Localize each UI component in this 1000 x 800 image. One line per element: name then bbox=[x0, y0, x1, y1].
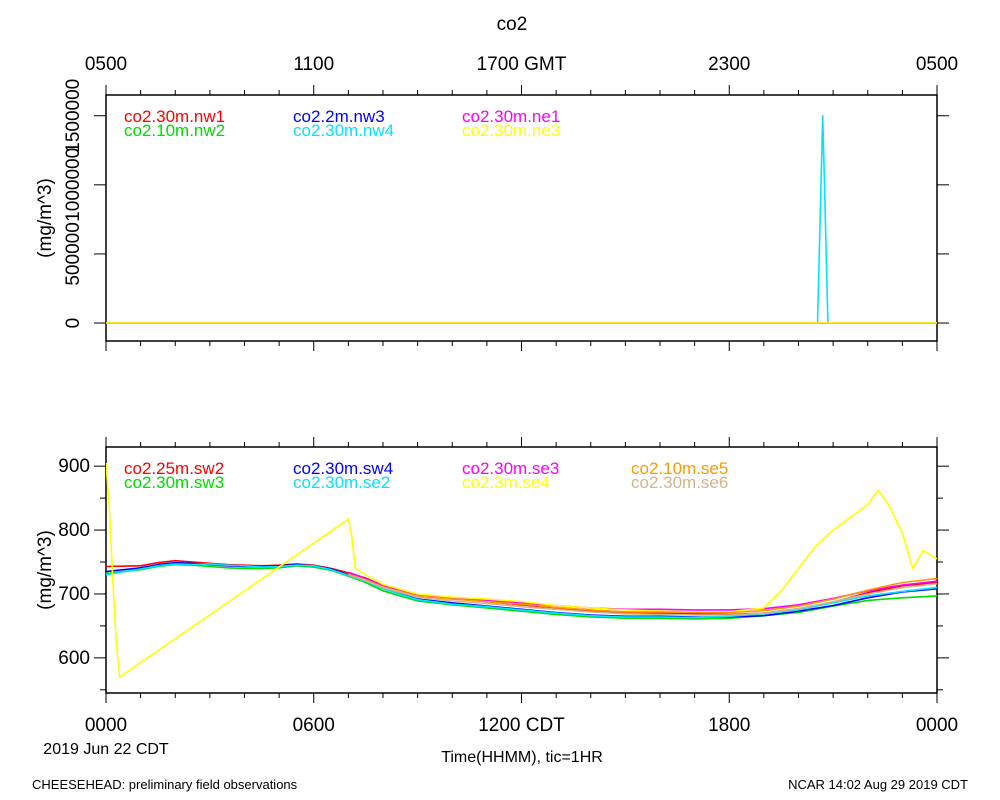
series-line-co2.30m.sw3 bbox=[106, 563, 937, 620]
legend-entry: co2.10m.se5 bbox=[631, 459, 728, 478]
bottom-tick-label: 1200 CDT bbox=[478, 715, 565, 736]
series-line-co2.30m.sw4 bbox=[106, 561, 937, 618]
date-label: 2019 Jun 22 CDT bbox=[43, 741, 169, 758]
legend-entry: co2.30m.nw4 bbox=[293, 121, 394, 140]
series-line-co2.30m.se6 bbox=[348, 574, 937, 616]
bottom-axis-labels: 0000 0600 1200 CDT 1800 0000 bbox=[85, 715, 958, 736]
legend-entry: co2.30m.sw4 bbox=[293, 459, 393, 478]
legend-entry: co2.10m.nw2 bbox=[124, 121, 225, 140]
y-tick-label: 1000000 bbox=[63, 148, 84, 222]
top-tick-label: 0500 bbox=[85, 54, 127, 75]
series-line-co2.3m.se4 bbox=[106, 462, 937, 678]
legend-entry: co2.2m.nw3 bbox=[293, 107, 385, 126]
legend-entry: co2.30m.se6 bbox=[631, 473, 728, 492]
y-tick-label: 700 bbox=[58, 584, 90, 605]
x-axis-label: Time(HHMM), tic=1HR bbox=[441, 749, 603, 766]
series-group bbox=[106, 114, 937, 324]
footer-right: NCAR 14:02 Aug 29 2019 CDT bbox=[788, 777, 968, 792]
legend-entry: co2.3m.se4 bbox=[462, 473, 550, 492]
y-axis-label: (mg/m^3) bbox=[35, 530, 56, 610]
bottom-tick-label: 0000 bbox=[85, 715, 127, 736]
top-tick-label: 1700 GMT bbox=[477, 54, 567, 75]
series-group bbox=[106, 462, 937, 678]
y-tick-label: 900 bbox=[58, 456, 90, 477]
top-tick-label: 2300 bbox=[708, 54, 750, 75]
y-tick-label: 0 bbox=[63, 318, 84, 329]
series-line-co2.10m.se5 bbox=[348, 573, 937, 614]
bottom-tick-label: 1800 bbox=[708, 715, 750, 736]
y-axis-label: (mg/m^3) bbox=[35, 178, 56, 258]
footer-left: CHEESEHEAD: preliminary field observatio… bbox=[32, 777, 298, 792]
legend-entry: co2.30m.se2 bbox=[293, 473, 390, 492]
bottom-tick-label: 0000 bbox=[916, 715, 958, 736]
legend-entry: co2.25m.sw2 bbox=[124, 459, 224, 478]
bottom-tick-label: 0600 bbox=[293, 715, 335, 736]
top-axis-labels: 0500 1100 1700 GMT 2300 0500 bbox=[85, 54, 958, 75]
legend-entry: co2.30m.ne1 bbox=[462, 107, 560, 126]
legend-entry: co2.30m.se3 bbox=[462, 459, 559, 478]
y-tick-label: 1500000 bbox=[63, 79, 84, 153]
y-tick-label: 600 bbox=[58, 648, 90, 669]
legend-entry: co2.30m.ne3 bbox=[462, 121, 560, 140]
legend-entry: co2.30m.nw1 bbox=[124, 107, 225, 126]
y-tick-label: 500000 bbox=[63, 222, 84, 285]
y-tick-label: 800 bbox=[58, 520, 90, 541]
top-tick-label: 1100 bbox=[293, 54, 334, 75]
chart-title: co2 bbox=[497, 14, 528, 35]
legend-entry: co2.30m.sw3 bbox=[124, 473, 224, 492]
series-line-co2.30m.nw4 bbox=[106, 114, 937, 324]
top-tick-label: 0500 bbox=[916, 54, 958, 75]
lower-panel: 600700800900(mg/m^3)co2.25m.sw2co2.30m.s… bbox=[35, 437, 949, 703]
